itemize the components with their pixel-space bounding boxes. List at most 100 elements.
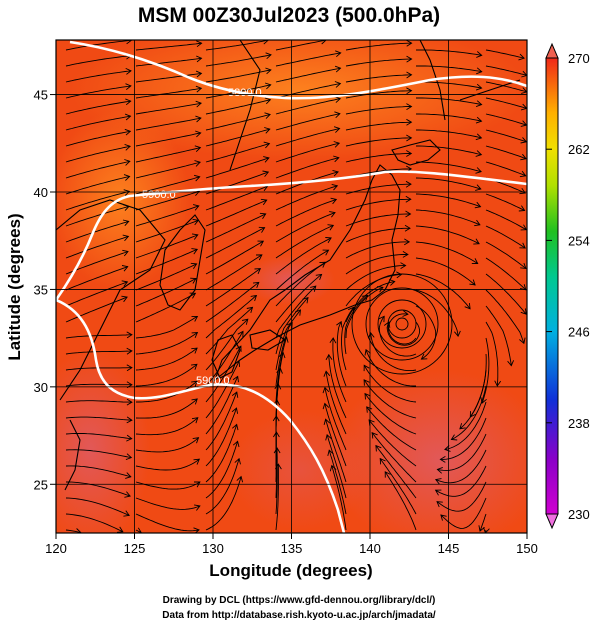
streamline-arrow	[273, 447, 281, 454]
colorbar-ticks: 270 262 254 246 238 230	[546, 51, 590, 522]
streamline	[275, 98, 341, 115]
streamline	[364, 393, 417, 435]
streamline	[65, 145, 131, 163]
streamline-arrow	[264, 127, 271, 134]
streamline	[415, 273, 471, 310]
streamline	[135, 102, 202, 115]
streamline	[479, 513, 487, 532]
streamline-arrow	[363, 364, 370, 372]
streamline	[345, 183, 411, 195]
streamline	[135, 437, 199, 453]
streamline-arrow	[265, 67, 272, 75]
streamline	[345, 90, 412, 99]
contour-label-5900-north: 5900.0	[142, 189, 176, 201]
streamline-arrow	[336, 320, 343, 328]
streamline-arrow	[255, 254, 263, 261]
streamline-arrow	[231, 391, 239, 398]
streamline	[451, 385, 487, 440]
streamline	[135, 72, 202, 83]
streamline-arrow	[405, 195, 412, 203]
streamline	[325, 419, 347, 483]
streamline-arrow	[333, 155, 340, 163]
coast-japan-honshu	[213, 164, 401, 382]
streamline-arrow	[236, 475, 244, 483]
contour-5800	[69, 40, 527, 100]
streamline-arrow	[126, 398, 133, 406]
colorbar-tick-label: 270	[568, 51, 590, 66]
streamline-arrow	[310, 285, 317, 292]
streamline	[328, 450, 347, 515]
streamline	[345, 153, 412, 163]
streamline-arrow	[330, 197, 338, 205]
streamline-arrow	[194, 160, 201, 167]
streamline	[344, 295, 368, 355]
streamline-arrow	[194, 504, 201, 511]
streamline-arrow	[406, 40, 413, 47]
streamline	[485, 321, 499, 386]
streamline	[65, 55, 132, 67]
streamline	[135, 248, 198, 275]
streamline	[135, 176, 200, 195]
streamline	[65, 400, 132, 403]
streamline-arrow	[195, 115, 202, 123]
streamline-arrow	[406, 87, 413, 95]
streamline-arrow	[334, 81, 342, 88]
streamline	[135, 529, 142, 533]
streamline	[387, 313, 417, 345]
field-hot-region-south	[230, 410, 370, 530]
streamline	[384, 471, 417, 531]
streamline	[444, 401, 487, 450]
streamline	[416, 65, 482, 73]
streamline	[275, 52, 341, 67]
streamline-arrow	[400, 262, 407, 269]
coast-primorye	[229, 40, 261, 171]
streamline-arrow	[194, 481, 201, 488]
streamline	[325, 371, 347, 435]
streamline-arrow	[196, 40, 203, 48]
streamline-arrow	[459, 423, 466, 430]
streamline-arrow	[384, 471, 391, 478]
streamline	[416, 49, 482, 56]
streamline-arrow	[368, 419, 375, 426]
streamline-arrow	[250, 294, 258, 302]
streamline-arrow	[333, 126, 341, 133]
streamline-arrow	[519, 187, 527, 195]
streamline-arrow	[196, 55, 203, 63]
streamline	[65, 334, 132, 339]
streamline-arrow	[126, 364, 133, 372]
streamline-arrow	[331, 183, 339, 191]
streamline-arrow	[232, 423, 239, 431]
streamline	[135, 458, 200, 471]
streamline	[135, 481, 201, 490]
streamline	[386, 321, 421, 346]
streamline	[345, 286, 384, 339]
streamline-arrow	[377, 286, 384, 293]
streamline	[135, 132, 201, 147]
streamline	[65, 497, 130, 516]
streamline	[485, 113, 527, 126]
streamline	[65, 100, 131, 115]
streamline-arrow	[333, 141, 341, 148]
streamline-arrow	[329, 337, 337, 344]
streamline	[275, 249, 329, 291]
streamline	[205, 295, 257, 339]
x-tick-label: 145	[438, 541, 460, 556]
streamline-arrow	[191, 248, 199, 255]
streamline-arrow	[518, 205, 526, 212]
streamline-arrow	[475, 100, 483, 108]
streamline-arrow	[403, 238, 411, 246]
streamline-arrow	[191, 332, 199, 338]
streamline	[345, 213, 411, 227]
streamline	[435, 449, 487, 484]
streamline-arrow	[475, 133, 483, 141]
streamline-arrow	[122, 234, 130, 242]
streamline-arrow	[325, 237, 332, 244]
streamline	[275, 67, 341, 83]
streamline-arrow	[322, 402, 330, 410]
streamline-arrow	[332, 169, 339, 177]
streamline-arrow	[379, 457, 386, 465]
credit-data: Data from http://database.rish.kyoto-u.a…	[162, 610, 436, 621]
streamline-arrow	[334, 96, 342, 103]
streamline-arrow	[235, 345, 242, 352]
streamline	[135, 417, 199, 436]
